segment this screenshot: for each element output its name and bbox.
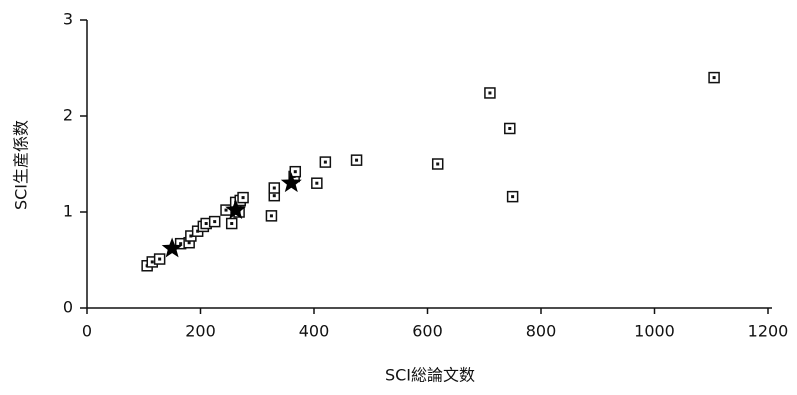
square-point-dot (488, 91, 492, 95)
square-point-dot (189, 234, 193, 238)
square-point-dot (150, 260, 154, 264)
square-point-dot (355, 158, 359, 162)
square-point-dot (508, 126, 512, 130)
x-tick-label: 1200 (748, 322, 789, 341)
x-tick-label: 400 (299, 322, 330, 341)
square-point-dot (315, 181, 319, 185)
square-point-dot (230, 222, 234, 226)
square-point-dot (293, 170, 297, 174)
square-point-dot (436, 162, 440, 166)
square-point-dot (272, 186, 276, 190)
star-point (225, 199, 247, 219)
x-axis-label: SCI総論文数 (385, 366, 475, 385)
square-point-dot (511, 195, 515, 199)
square-point-dot (272, 194, 276, 198)
x-tick-label: 1000 (634, 322, 675, 341)
square-point-dot (224, 208, 228, 212)
y-tick-label: 2 (63, 106, 73, 125)
y-tick-label: 3 (63, 10, 73, 29)
x-tick-label: 800 (526, 322, 557, 341)
star-point (280, 172, 302, 193)
x-tick-label: 600 (412, 322, 443, 341)
square-point-dot (323, 160, 327, 164)
square-point-dot (158, 257, 162, 261)
square-point-dot (712, 76, 716, 80)
y-tick-label: 0 (63, 298, 73, 317)
star-point (161, 237, 183, 258)
square-point-dot (269, 214, 273, 218)
y-tick-label: 1 (63, 202, 73, 221)
x-tick-label: 0 (82, 322, 92, 341)
square-point-dot (241, 196, 245, 200)
square-point-dot (204, 222, 208, 226)
square-point-dot (213, 220, 217, 224)
square-point-dot (179, 242, 183, 246)
square-point-dot (187, 241, 191, 245)
y-axis-label: SCI生産係数 (12, 120, 31, 210)
x-tick-label: 200 (185, 322, 216, 341)
